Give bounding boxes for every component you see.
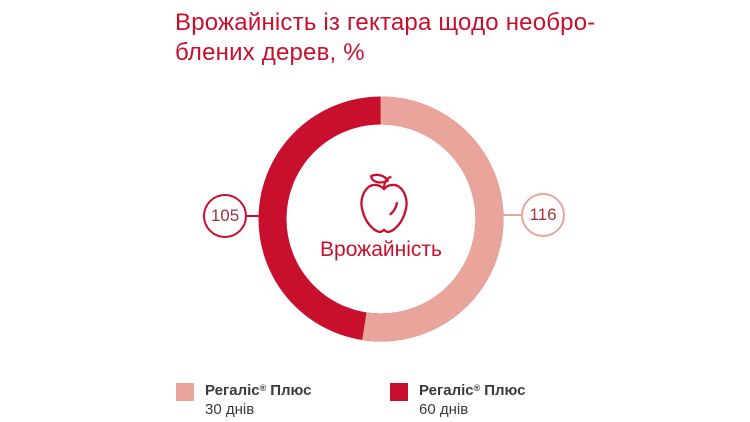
callout-value-left: 105 — [210, 206, 240, 225]
apple-leaf — [369, 173, 389, 184]
donut-chart — [258, 96, 504, 342]
callout-value-right: 116 — [529, 205, 557, 224]
donut-segment-30days — [258, 96, 504, 342]
legend-product-name: Плюс — [270, 382, 312, 399]
legend-brand: Регаліс — [205, 382, 260, 399]
legend-label-30days: Регаліс® Плюс — [205, 382, 312, 401]
legend-brand: Регаліс — [419, 382, 474, 399]
legend-swatch-30days — [176, 383, 194, 401]
chart-title: Врожайність із гектара щодо необро- блен… — [175, 8, 615, 68]
legend-text-30days: Регаліс® Плюс 30 днів — [205, 382, 312, 419]
apple-body — [360, 183, 408, 234]
callout-connector-right — [502, 214, 522, 216]
legend-product-name: Плюс — [484, 382, 526, 399]
chart-title-line2: блених дерев, % — [175, 39, 365, 66]
legend-duration-30days: 30 днів — [205, 401, 255, 418]
legend-item-60days: Регаліс® Плюс 60 днів — [390, 382, 526, 419]
apple-shine — [389, 201, 399, 216]
legend-item-30days: Регаліс® Плюс 30 днів — [176, 382, 312, 419]
legend-text-60days: Регаліс® Плюс 60 днів — [419, 382, 526, 419]
registered-mark: ® — [259, 383, 267, 393]
donut-center-label: Врожайність — [320, 238, 442, 261]
legend-swatch-60days — [390, 383, 408, 401]
legend-duration-60days: 60 днів — [419, 401, 469, 418]
callout-circle-right: 116 — [521, 193, 565, 237]
registered-mark: ® — [473, 383, 481, 393]
apple-icon — [360, 173, 408, 234]
chart-title-line1: Врожайність із гектара щодо необро- — [175, 9, 596, 36]
callout-connector-left — [246, 215, 259, 217]
callout-circle-left: 105 — [203, 194, 247, 238]
legend-label-60days: Регаліс® Плюс — [419, 382, 526, 401]
